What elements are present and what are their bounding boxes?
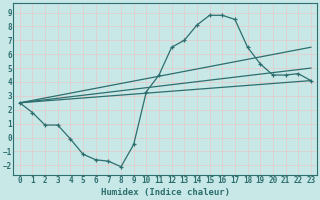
X-axis label: Humidex (Indice chaleur): Humidex (Indice chaleur) [101,188,230,197]
